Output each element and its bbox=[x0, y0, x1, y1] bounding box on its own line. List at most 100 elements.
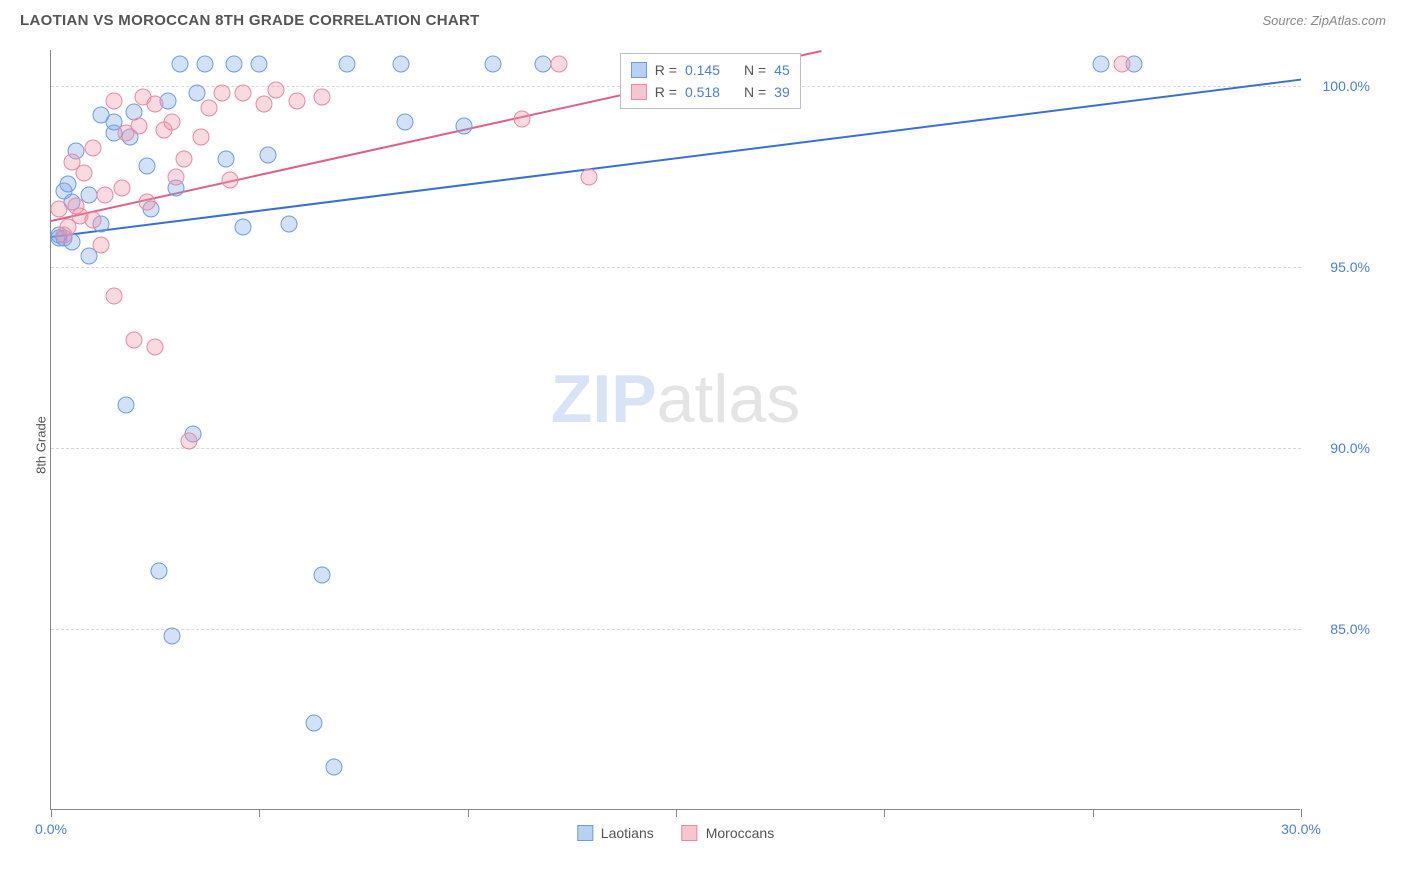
scatter-point bbox=[197, 56, 214, 73]
scatter-point bbox=[226, 56, 243, 73]
stat-r-label: R = bbox=[655, 59, 677, 81]
scatter-point bbox=[218, 150, 235, 167]
scatter-point bbox=[147, 96, 164, 113]
chart-header: LAOTIAN VS MOROCCAN 8TH GRADE CORRELATIO… bbox=[0, 0, 1406, 37]
stat-r-value: 0.145 bbox=[685, 59, 720, 81]
x-tick bbox=[468, 809, 469, 817]
stat-r-label: R = bbox=[655, 81, 677, 103]
x-tick bbox=[259, 809, 260, 817]
scatter-point bbox=[59, 175, 76, 192]
scatter-point bbox=[130, 118, 147, 135]
scatter-point bbox=[1113, 56, 1130, 73]
scatter-point bbox=[513, 110, 530, 127]
scatter-point bbox=[151, 563, 168, 580]
legend: Laotians Moroccans bbox=[577, 825, 774, 841]
stat-n-label: N = bbox=[744, 81, 766, 103]
scatter-point bbox=[180, 432, 197, 449]
scatter-point bbox=[172, 56, 189, 73]
x-tick-label: 0.0% bbox=[35, 821, 67, 837]
scatter-point bbox=[193, 128, 210, 145]
legend-item: Laotians bbox=[577, 825, 654, 841]
scatter-point bbox=[313, 89, 330, 106]
scatter-point bbox=[484, 56, 501, 73]
gridline-h bbox=[51, 629, 1301, 630]
scatter-point bbox=[188, 85, 205, 102]
chart-title: LAOTIAN VS MOROCCAN 8TH GRADE CORRELATIO… bbox=[20, 12, 480, 29]
stats-box: R = 0.145 N = 45 R = 0.518 N = 39 bbox=[620, 53, 801, 109]
scatter-point bbox=[288, 92, 305, 109]
plot-area: ZIPatlas 85.0%90.0%95.0%100.0%0.0%30.0%R… bbox=[50, 50, 1300, 810]
scatter-point bbox=[234, 85, 251, 102]
scatter-point bbox=[105, 288, 122, 305]
scatter-point bbox=[138, 194, 155, 211]
scatter-point bbox=[93, 237, 110, 254]
scatter-point bbox=[118, 396, 135, 413]
scatter-point bbox=[51, 201, 68, 218]
x-tick bbox=[51, 809, 52, 817]
scatter-point bbox=[534, 56, 551, 73]
y-tick-label: 95.0% bbox=[1330, 259, 1370, 275]
scatter-point bbox=[213, 85, 230, 102]
watermark-zip: ZIP bbox=[551, 361, 657, 437]
legend-label: Moroccans bbox=[706, 825, 774, 841]
scatter-point bbox=[147, 338, 164, 355]
stats-row: R = 0.145 N = 45 bbox=[631, 59, 790, 81]
chart-container: 8th Grade ZIPatlas 85.0%90.0%95.0%100.0%… bbox=[50, 50, 1386, 840]
scatter-point bbox=[234, 219, 251, 236]
scatter-point bbox=[255, 96, 272, 113]
scatter-point bbox=[105, 92, 122, 109]
gridline-h bbox=[51, 267, 1301, 268]
scatter-point bbox=[76, 165, 93, 182]
scatter-point bbox=[168, 168, 185, 185]
scatter-point bbox=[176, 150, 193, 167]
x-tick bbox=[676, 809, 677, 817]
scatter-point bbox=[268, 81, 285, 98]
stat-r-value: 0.518 bbox=[685, 81, 720, 103]
scatter-point bbox=[84, 212, 101, 229]
stat-n-value: 45 bbox=[774, 59, 790, 81]
scatter-point bbox=[313, 566, 330, 583]
scatter-point bbox=[397, 114, 414, 131]
stat-n-label: N = bbox=[744, 59, 766, 81]
scatter-point bbox=[326, 758, 343, 775]
y-tick-label: 90.0% bbox=[1330, 440, 1370, 456]
x-tick-label: 30.0% bbox=[1281, 821, 1321, 837]
gridline-h bbox=[51, 448, 1301, 449]
legend-swatch bbox=[631, 84, 647, 100]
x-tick bbox=[1301, 809, 1302, 817]
scatter-point bbox=[97, 186, 114, 203]
scatter-point bbox=[280, 215, 297, 232]
scatter-point bbox=[126, 331, 143, 348]
scatter-point bbox=[580, 168, 597, 185]
watermark: ZIPatlas bbox=[551, 360, 800, 438]
scatter-point bbox=[338, 56, 355, 73]
scatter-point bbox=[259, 146, 276, 163]
scatter-point bbox=[138, 157, 155, 174]
stats-row: R = 0.518 N = 39 bbox=[631, 81, 790, 103]
scatter-point bbox=[113, 179, 130, 196]
scatter-point bbox=[163, 628, 180, 645]
legend-swatch bbox=[631, 62, 647, 78]
scatter-point bbox=[222, 172, 239, 189]
scatter-point bbox=[163, 114, 180, 131]
scatter-point bbox=[551, 56, 568, 73]
scatter-point bbox=[251, 56, 268, 73]
scatter-point bbox=[455, 118, 472, 135]
legend-label: Laotians bbox=[601, 825, 654, 841]
legend-swatch bbox=[577, 825, 593, 841]
legend-item: Moroccans bbox=[682, 825, 774, 841]
chart-source: Source: ZipAtlas.com bbox=[1262, 13, 1386, 28]
stat-n-value: 39 bbox=[774, 81, 790, 103]
y-axis-label: 8th Grade bbox=[33, 416, 48, 474]
y-tick-label: 100.0% bbox=[1323, 78, 1370, 94]
scatter-point bbox=[1093, 56, 1110, 73]
scatter-point bbox=[305, 715, 322, 732]
x-tick bbox=[884, 809, 885, 817]
scatter-point bbox=[393, 56, 410, 73]
scatter-point bbox=[201, 99, 218, 116]
scatter-point bbox=[84, 139, 101, 156]
watermark-atlas: atlas bbox=[657, 361, 801, 437]
x-tick bbox=[1093, 809, 1094, 817]
legend-swatch bbox=[682, 825, 698, 841]
y-tick-label: 85.0% bbox=[1330, 621, 1370, 637]
